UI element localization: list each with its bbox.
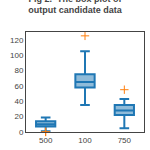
svg-text:80: 80 [14,66,23,75]
svg-text:750: 750 [118,136,132,145]
svg-text:500: 500 [39,136,53,145]
svg-text:60: 60 [14,82,23,91]
svg-text:100: 100 [10,51,24,60]
svg-text:100: 100 [78,136,92,145]
svg-text:40: 40 [14,97,23,106]
svg-text:Fig 2. The box plot ofoutput: Fig 2. The box plot ofoutput candidate d… [28,0,122,15]
svg-text:20: 20 [14,112,23,121]
svg-text:120: 120 [10,35,24,44]
svg-text:0: 0 [19,128,24,137]
